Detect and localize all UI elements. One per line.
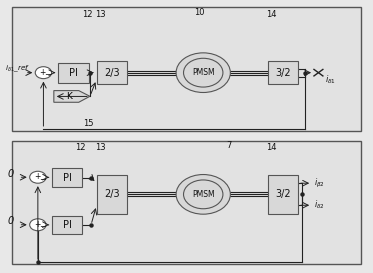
Text: 13: 13 [95,10,106,19]
Bar [52,168,82,187]
Text: PI: PI [63,173,72,183]
Circle shape [176,53,231,93]
Text: 3/2: 3/2 [275,68,291,78]
Text: −: − [44,70,51,79]
Bar [12,7,361,131]
Text: $i_{\delta1}$_ref: $i_{\delta1}$_ref [5,63,30,74]
Text: PMSM: PMSM [192,190,214,199]
Text: 12: 12 [82,10,92,19]
Text: PI: PI [69,68,78,78]
Bar [52,216,82,234]
Text: 0: 0 [8,216,14,226]
Text: −: − [39,222,46,232]
Text: 14: 14 [266,143,276,152]
Text: 12: 12 [75,143,86,152]
Bar [97,61,127,84]
Bar [97,174,127,214]
Circle shape [30,219,46,231]
Circle shape [184,58,223,87]
Text: $i_{\beta2}$: $i_{\beta2}$ [314,177,325,190]
Circle shape [184,180,223,209]
Text: PMSM: PMSM [192,68,214,77]
Circle shape [35,67,51,79]
Text: 2/3: 2/3 [104,189,120,199]
Text: +: + [34,220,40,229]
Text: $i_{\delta2}$: $i_{\delta2}$ [314,199,324,212]
Text: 13: 13 [95,143,106,152]
Text: K: K [66,92,72,101]
Bar [267,174,298,214]
Bar [12,141,361,264]
Bar [58,63,89,83]
Text: 10: 10 [194,8,205,17]
Text: 0: 0 [8,169,14,179]
Text: 7: 7 [226,141,232,150]
Bar [267,61,298,84]
Circle shape [176,174,231,214]
Text: 15: 15 [83,119,93,128]
Text: −: − [39,175,46,184]
Text: $i_{\delta1}$: $i_{\delta1}$ [325,73,336,86]
Text: +: + [34,172,40,181]
Text: +: + [40,68,46,77]
Text: 14: 14 [266,10,276,19]
Polygon shape [54,91,90,102]
Text: 2/3: 2/3 [104,68,120,78]
Text: PI: PI [63,220,72,230]
Circle shape [30,171,46,183]
Text: 3/2: 3/2 [275,189,291,199]
